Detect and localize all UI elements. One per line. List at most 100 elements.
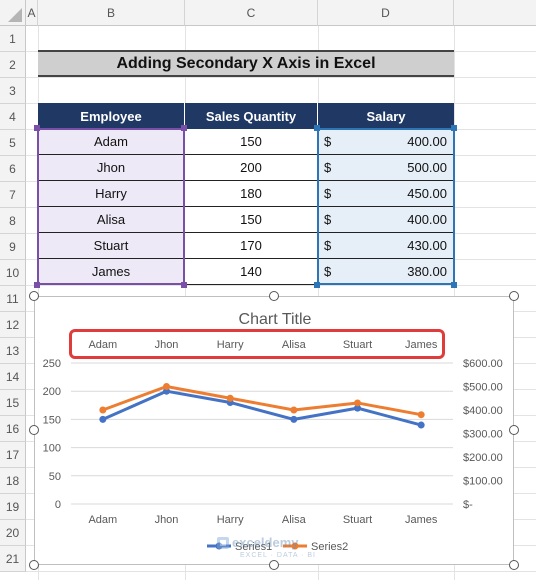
chart-resize-handle[interactable] — [509, 560, 519, 570]
chart-plot-area[interactable]: Chart Title 0 50 100 150 200 250 $- $100.00 $20… — [35, 297, 515, 566]
y2-tick-label: $300.00 — [463, 429, 503, 441]
chart-resize-handle[interactable] — [29, 291, 39, 301]
y-tick-label: 200 — [43, 386, 61, 398]
secondary-x-tick-label: Harry — [216, 339, 244, 351]
row-header-19[interactable]: 19 — [0, 494, 26, 520]
secondary-x-tick-label: Alisa — [281, 339, 306, 351]
row-header-20[interactable]: 20 — [0, 520, 26, 546]
y-tick-label: 100 — [43, 443, 61, 455]
x-tick-label: Alisa — [282, 514, 307, 526]
secondary-x-tick-label: James — [404, 339, 438, 351]
cell-sales-quantity[interactable]: 140 — [185, 259, 318, 285]
selection-handle[interactable] — [451, 282, 457, 288]
chart-resize-handle[interactable] — [509, 291, 519, 301]
row-header-17[interactable]: 17 — [0, 442, 26, 468]
column-header-e[interactable] — [454, 0, 536, 26]
currency-symbol: $ — [324, 134, 332, 149]
cell-employee[interactable]: Jhon — [38, 155, 185, 181]
series-line-2[interactable] — [102, 385, 422, 417]
currency-symbol: $ — [324, 238, 332, 253]
row-header-10[interactable]: 10 — [0, 260, 26, 286]
cell-employee[interactable]: Alisa — [38, 207, 185, 233]
cell-employee[interactable]: James — [38, 259, 185, 285]
chart-resize-handle[interactable] — [29, 425, 39, 435]
chart-title[interactable]: Chart Title — [239, 311, 312, 328]
legend-marker-icon — [215, 542, 223, 550]
series-2-point[interactable] — [226, 394, 234, 402]
series-line-1[interactable] — [102, 389, 422, 427]
cell-salary[interactable]: $430.00 — [318, 233, 454, 259]
x-tick-label: James — [405, 514, 438, 526]
cell-sales-quantity[interactable]: 150 — [185, 129, 318, 155]
salary-value: 400.00 — [407, 212, 447, 227]
legend-entry[interactable]: Series1 — [235, 541, 272, 553]
chart-resize-handle[interactable] — [509, 425, 519, 435]
row-header-7[interactable]: 7 — [0, 182, 26, 208]
cell-employee[interactable]: Stuart — [38, 233, 185, 259]
cell-employee[interactable]: Adam — [38, 129, 185, 155]
chart-resize-handle[interactable] — [29, 560, 39, 570]
header-employee[interactable]: Employee — [38, 103, 185, 129]
header-salary[interactable]: Salary — [318, 103, 454, 129]
cell-salary[interactable]: $400.00 — [318, 129, 454, 155]
salary-value: 450.00 — [407, 186, 447, 201]
cell-salary[interactable]: $400.00 — [318, 207, 454, 233]
cell-sales-quantity[interactable]: 150 — [185, 207, 318, 233]
column-header-d[interactable]: D — [318, 0, 454, 26]
series-2-point[interactable] — [354, 399, 361, 407]
cell-sales-quantity[interactable]: 170 — [185, 233, 318, 259]
selection-handle[interactable] — [314, 125, 320, 131]
header-sales-quantity[interactable]: Sales Quantity — [185, 103, 318, 129]
chart-resize-handle[interactable] — [269, 291, 279, 301]
series-1-point[interactable] — [354, 404, 361, 412]
cell-sales-quantity[interactable]: 200 — [185, 155, 318, 181]
series-1-point[interactable] — [417, 421, 425, 429]
sheet-title[interactable]: Adding Secondary X Axis in Excel — [38, 50, 454, 77]
row-header-2[interactable]: 2 — [0, 52, 26, 78]
watermark-name: exceldemy — [232, 535, 299, 550]
row-header-5[interactable]: 5 — [0, 130, 26, 156]
cell-sales-quantity[interactable]: 180 — [185, 181, 318, 207]
y2-tick-label: $600.00 — [463, 358, 503, 370]
selection-handle[interactable] — [451, 125, 457, 131]
salary-value: 400.00 — [407, 134, 447, 149]
selection-handle[interactable] — [34, 282, 40, 288]
select-all-corner[interactable] — [0, 0, 26, 26]
row-header-11[interactable]: 11 — [0, 286, 26, 312]
column-header-c[interactable]: C — [185, 0, 318, 26]
series-2-point[interactable] — [99, 406, 107, 414]
cell-salary[interactable]: $500.00 — [318, 155, 454, 181]
series-2-point[interactable] — [163, 383, 170, 390]
row-header-3[interactable]: 3 — [0, 78, 26, 104]
row-header-1[interactable]: 1 — [0, 26, 26, 52]
cell-employee[interactable]: Harry — [38, 181, 185, 207]
row-header-12[interactable]: 12 — [0, 312, 26, 338]
selection-handle[interactable] — [181, 282, 187, 288]
row-header-13[interactable]: 13 — [0, 338, 26, 364]
series-2-point[interactable] — [417, 411, 425, 419]
series-1-point[interactable] — [290, 415, 298, 423]
y-tick-label: 250 — [43, 358, 61, 370]
row-header-6[interactable]: 6 — [0, 156, 26, 182]
line-chart[interactable]: Chart Title 0 50 100 150 200 250 $- $100.00 $20… — [34, 296, 514, 565]
selection-handle[interactable] — [314, 282, 320, 288]
row-header-16[interactable]: 16 — [0, 416, 26, 442]
x-tick-label: Stuart — [343, 514, 372, 526]
series-2-point[interactable] — [290, 406, 298, 414]
row-header-18[interactable]: 18 — [0, 468, 26, 494]
selection-handle[interactable] — [34, 125, 40, 131]
row-header-4[interactable]: 4 — [0, 104, 26, 130]
row-header-9[interactable]: 9 — [0, 234, 26, 260]
row-header-15[interactable]: 15 — [0, 390, 26, 416]
row-header-8[interactable]: 8 — [0, 208, 26, 234]
series-1-point[interactable] — [99, 415, 107, 423]
selection-handle[interactable] — [181, 125, 187, 131]
legend-entry[interactable]: Series2 — [311, 541, 348, 553]
row-header-21[interactable]: 21 — [0, 546, 26, 572]
currency-symbol: $ — [324, 264, 332, 279]
column-header-b[interactable]: B — [38, 0, 185, 26]
row-header-14[interactable]: 14 — [0, 364, 26, 390]
column-header-a[interactable]: A — [26, 0, 38, 26]
chart-resize-handle[interactable] — [269, 560, 279, 570]
watermark: exceldemy EXCEL · DATA · BI — [210, 532, 350, 564]
